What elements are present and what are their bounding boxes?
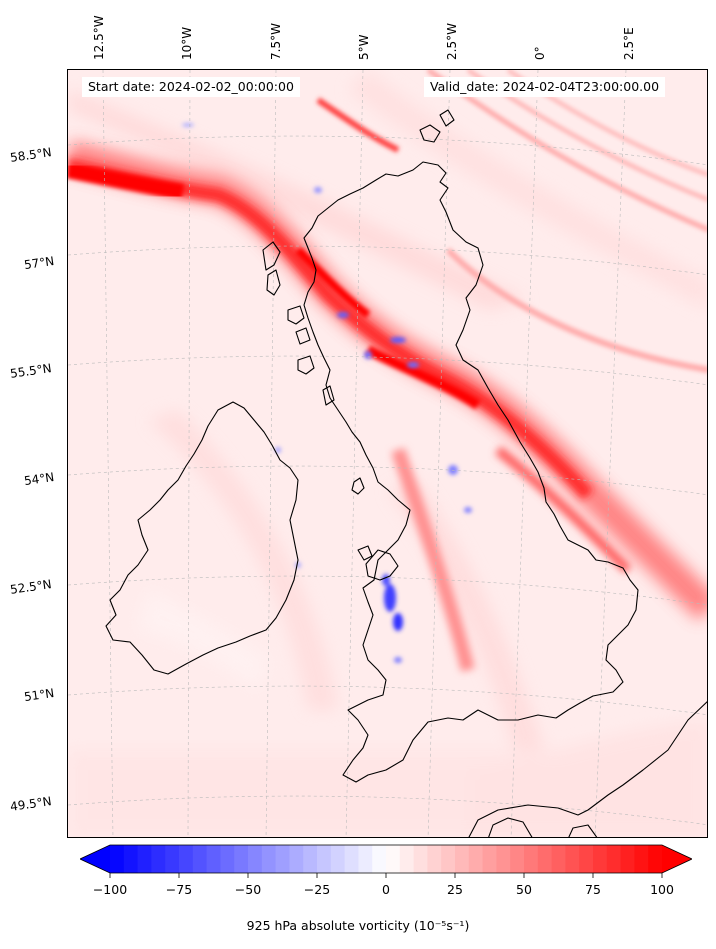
vorticity-map xyxy=(68,70,707,837)
colorbar-segment xyxy=(192,845,208,873)
colorbar-segment xyxy=(551,845,566,873)
lon-label-12.5w: 12.5°W xyxy=(92,15,106,60)
colorbar-segment xyxy=(372,845,387,873)
colorbar-tick-label: −50 xyxy=(234,882,262,897)
colorbar-segment xyxy=(441,845,456,873)
colorbar-label: 925 hPa absolute vorticity (10⁻⁵s⁻¹) xyxy=(246,918,470,933)
colorbar-segment xyxy=(261,845,277,873)
colorbar xyxy=(80,844,692,878)
lat-label-58.5n: 58.5°N xyxy=(9,145,53,165)
colorbar-segment xyxy=(275,845,290,873)
lat-label-57n: 57°N xyxy=(23,253,56,273)
colorbar-segment xyxy=(565,845,580,873)
colorbar-segment xyxy=(634,845,649,873)
colorbar-segment xyxy=(234,845,249,873)
colorbar-segment xyxy=(427,845,442,873)
colorbar-tick-label: −100 xyxy=(92,882,128,897)
start-date-label: Start date: 2024-02-02_00:00:00 xyxy=(82,77,300,97)
lat-label-51n: 51°N xyxy=(23,685,56,705)
colorbar-segment xyxy=(179,845,194,873)
lon-label-2.5w: 2.5°W xyxy=(445,23,459,60)
lat-label-55.5n: 55.5°N xyxy=(9,361,53,381)
lon-label-7.5w: 7.5°W xyxy=(269,23,283,60)
valid-date-label: Valid_date: 2024-02-04T23:00:00.00 xyxy=(424,77,666,97)
colorbar-segment xyxy=(248,845,263,873)
colorbar-segment xyxy=(510,845,525,873)
colorbar-segment xyxy=(455,845,470,873)
colorbar-segment xyxy=(606,845,622,873)
colorbar-extend-max xyxy=(662,845,692,873)
colorbar-segment xyxy=(344,845,359,873)
colorbar-tick-label: 50 xyxy=(516,882,532,897)
lat-label-52.5n: 52.5°N xyxy=(9,577,53,597)
vorticity-texture xyxy=(68,70,707,837)
colorbar-extend-min xyxy=(80,845,110,873)
lon-label-5w: 5°W xyxy=(357,34,371,61)
vorticity-blue-patches xyxy=(182,123,472,663)
colorbar-tick-label: −25 xyxy=(303,882,331,897)
colorbar-tick-label: 0 xyxy=(382,882,390,897)
vorticity-red-bands xyxy=(68,70,707,672)
colorbar-segment xyxy=(524,845,539,873)
colorbar-segment xyxy=(358,845,373,873)
colorbar-tick-marks xyxy=(109,873,663,878)
colorbar-segment xyxy=(330,845,346,873)
colorbar-segment xyxy=(496,845,511,873)
colorbar-segment xyxy=(137,845,152,873)
colorbar-segment xyxy=(303,845,318,873)
lat-label-49.5n: 49.5°N xyxy=(9,794,53,814)
colorbar-segment xyxy=(620,845,635,873)
colorbar-tick-label: 75 xyxy=(585,882,601,897)
colorbar-segment xyxy=(220,845,235,873)
colorbar-segment xyxy=(399,845,415,873)
colorbar-segment xyxy=(165,845,180,873)
colorbar-tick-label: −75 xyxy=(165,882,193,897)
lon-label-0: 0° xyxy=(533,46,547,60)
colorbar-segment xyxy=(468,845,484,873)
colorbar-segments xyxy=(110,845,663,873)
colorbar-segment xyxy=(151,845,166,873)
colorbar-tick-label: 100 xyxy=(650,882,674,897)
lat-label-54n: 54°N xyxy=(23,469,56,489)
colorbar-segment xyxy=(317,845,332,873)
colorbar-segment xyxy=(482,845,497,873)
colorbar-segment xyxy=(289,845,304,873)
colorbar-segment xyxy=(413,845,428,873)
colorbar-tick-label: 25 xyxy=(447,882,463,897)
colorbar-segment xyxy=(123,845,139,873)
colorbar-segment xyxy=(579,845,594,873)
map-panel xyxy=(67,69,708,838)
coastline xyxy=(105,109,707,837)
colorbar-segment xyxy=(648,845,663,873)
colorbar-segment xyxy=(386,845,401,873)
lon-label-10w: 10°W xyxy=(180,26,194,60)
colorbar-segment xyxy=(537,845,553,873)
map-gridlines xyxy=(68,70,707,837)
colorbar-segment xyxy=(593,845,608,873)
colorbar-segment xyxy=(110,845,125,873)
lon-label-2.5e: 2.5°E xyxy=(622,27,636,60)
colorbar-segment xyxy=(206,845,221,873)
